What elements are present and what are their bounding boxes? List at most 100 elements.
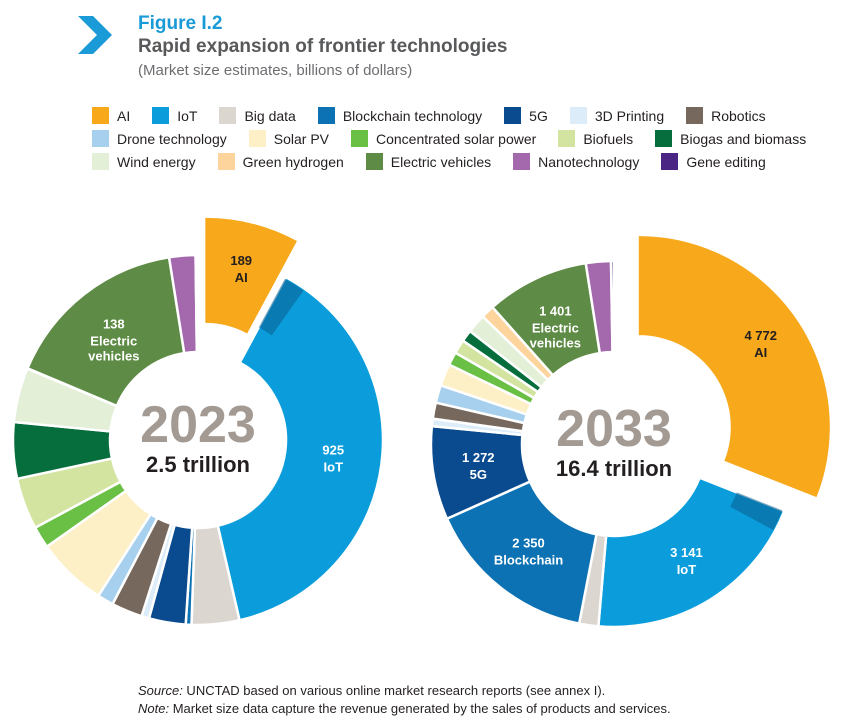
legend-swatch-bigdata bbox=[219, 107, 237, 124]
note-text: Market size data capture the revenue gen… bbox=[169, 701, 671, 716]
slice-gene bbox=[609, 259, 616, 354]
data-label-name-ev: Electric bbox=[532, 321, 579, 336]
legend-item-nano: Nanotechnology bbox=[513, 153, 639, 170]
chart-total-label: 16.4 trillion bbox=[556, 456, 672, 481]
legend-row: Drone technology Solar PV Concentrated sol… bbox=[92, 127, 812, 150]
chart-legend: AI IoT Big data Blockchain technology 5G 3D P… bbox=[92, 104, 812, 173]
source-label: Source: bbox=[138, 683, 183, 698]
legend-swatch-wind bbox=[92, 153, 109, 170]
source-note: Source: UNCTAD based on various online m… bbox=[138, 682, 671, 718]
legend-item-drone: Drone technology bbox=[92, 130, 227, 147]
legend-row: Wind energy Green hydrogen Electric vehicl… bbox=[92, 150, 812, 173]
legend-label-ai: AI bbox=[117, 107, 131, 124]
legend-label-iot: IoT bbox=[177, 107, 198, 124]
legend-label-wind: Wind energy bbox=[117, 153, 196, 170]
source-text: UNCTAD based on various online market re… bbox=[182, 683, 606, 698]
chart-year-label: 2023 bbox=[140, 396, 256, 454]
data-label-name-ai: AI bbox=[235, 270, 248, 285]
legend-swatch-drone bbox=[92, 130, 109, 147]
data-label-value-ai: 4 772 bbox=[744, 328, 777, 343]
legend-item-wind: Wind energy bbox=[92, 153, 196, 170]
legend-item-fiveg: 5G bbox=[504, 107, 548, 124]
data-label-name-ev: vehicles bbox=[530, 336, 581, 351]
donut-hole bbox=[110, 352, 286, 528]
chart-total-label: 2.5 trillion bbox=[146, 452, 250, 477]
legend-swatch-fiveg bbox=[504, 107, 522, 124]
source-line: Source: UNCTAD based on various online m… bbox=[138, 682, 671, 700]
legend-label-hydrogen: Green hydrogen bbox=[242, 153, 344, 170]
legend-swatch-blockchain bbox=[317, 107, 335, 124]
legend-swatch-solar bbox=[248, 130, 266, 147]
data-label-name-ev: Electric bbox=[90, 334, 137, 349]
legend-label-bigdata: Big data bbox=[244, 107, 296, 124]
legend-label-csp: Concentrated solar power bbox=[376, 130, 537, 147]
data-label-name-ev: vehicles bbox=[88, 349, 139, 364]
figure-subtitle: (Market size estimates, billions of doll… bbox=[138, 62, 413, 79]
legend-label-biogas: Biogas and biomass bbox=[680, 130, 807, 147]
data-label-name-iot: IoT bbox=[677, 562, 697, 577]
legend-item-bigdata: Big data bbox=[219, 107, 296, 124]
data-label-value-fiveg: 1 272 bbox=[462, 450, 495, 465]
data-label-value-blockchain: 2 350 bbox=[512, 536, 545, 551]
legend-label-drone: Drone technology bbox=[117, 130, 227, 147]
legend-swatch-iot bbox=[152, 107, 170, 124]
legend-item-printing: 3D Printing bbox=[569, 107, 665, 124]
chart-year-label: 2033 bbox=[556, 400, 672, 458]
data-label-name-iot: IoT bbox=[324, 459, 344, 474]
legend-item-hydrogen: Green hydrogen bbox=[217, 153, 344, 170]
donut-hole bbox=[522, 352, 706, 536]
slice-shadow bbox=[730, 492, 783, 531]
note-line: Note: Market size data capture the reven… bbox=[138, 700, 671, 718]
legend-item-robotics: Robotics bbox=[686, 107, 766, 124]
legend-item-gene: Gene editing bbox=[661, 153, 766, 170]
data-label-value-ev: 1 401 bbox=[539, 304, 572, 319]
figure-label: Figure I.2 bbox=[138, 13, 223, 34]
legend-swatch-csp bbox=[351, 130, 368, 147]
legend-swatch-printing bbox=[569, 107, 587, 124]
legend-label-printing: 3D Printing bbox=[594, 107, 665, 124]
figure-title: Rapid expansion of frontier technologies bbox=[138, 36, 508, 57]
data-label-value-ev: 138 bbox=[103, 317, 125, 332]
data-label-name-ai: AI bbox=[754, 345, 767, 360]
chevron-arrow-icon bbox=[78, 16, 112, 54]
legend-label-fiveg: 5G bbox=[529, 107, 548, 124]
slice-shadow bbox=[258, 278, 304, 336]
data-label-value-ai: 189 bbox=[230, 253, 252, 268]
legend-item-solar: Solar PV bbox=[248, 130, 329, 147]
note-label: Note: bbox=[138, 701, 170, 716]
legend-label-ev: Electric vehicles bbox=[390, 153, 492, 170]
data-label-value-iot: 925 bbox=[322, 442, 344, 457]
legend-label-blockchain: Blockchain technology bbox=[342, 107, 483, 124]
legend-item-biogas: Biogas and biomass bbox=[655, 130, 806, 147]
legend-item-biofuels: Biofuels bbox=[558, 130, 633, 147]
legend-swatch-hydrogen bbox=[217, 153, 235, 170]
slice-ai bbox=[205, 217, 297, 334]
legend-swatch-gene bbox=[661, 153, 679, 170]
legend-item-iot: IoT bbox=[152, 107, 197, 124]
legend-label-gene: Gene editing bbox=[686, 153, 766, 170]
legend-label-nano: Nanotechnology bbox=[538, 153, 640, 170]
slice-gene bbox=[194, 253, 200, 354]
legend-item-ai: AI bbox=[92, 107, 130, 124]
legend-label-robotics: Robotics bbox=[711, 107, 766, 124]
legend-swatch-ev bbox=[365, 153, 383, 170]
data-label-name-blockchain: Blockchain bbox=[494, 553, 563, 568]
legend-item-blockchain: Blockchain technology bbox=[317, 107, 483, 124]
legend-item-csp: Concentrated solar power bbox=[351, 130, 536, 147]
legend-row: AI IoT Big data Blockchain technology 5G 3D P… bbox=[92, 104, 812, 127]
legend-swatch-nano bbox=[513, 153, 531, 170]
legend-label-biofuels: Biofuels bbox=[583, 130, 634, 147]
slice-iot bbox=[596, 476, 786, 629]
legend-label-solar: Solar PV bbox=[273, 130, 329, 147]
legend-swatch-biogas bbox=[655, 130, 673, 147]
data-label-name-fiveg: 5G bbox=[470, 467, 487, 482]
data-label-value-iot: 3 141 bbox=[670, 545, 703, 560]
slice-ai bbox=[638, 236, 830, 498]
legend-swatch-robotics bbox=[686, 107, 704, 124]
legend-swatch-ai bbox=[92, 107, 109, 124]
legend-swatch-biofuels bbox=[558, 130, 576, 147]
legend-item-ev: Electric vehicles bbox=[365, 153, 492, 170]
